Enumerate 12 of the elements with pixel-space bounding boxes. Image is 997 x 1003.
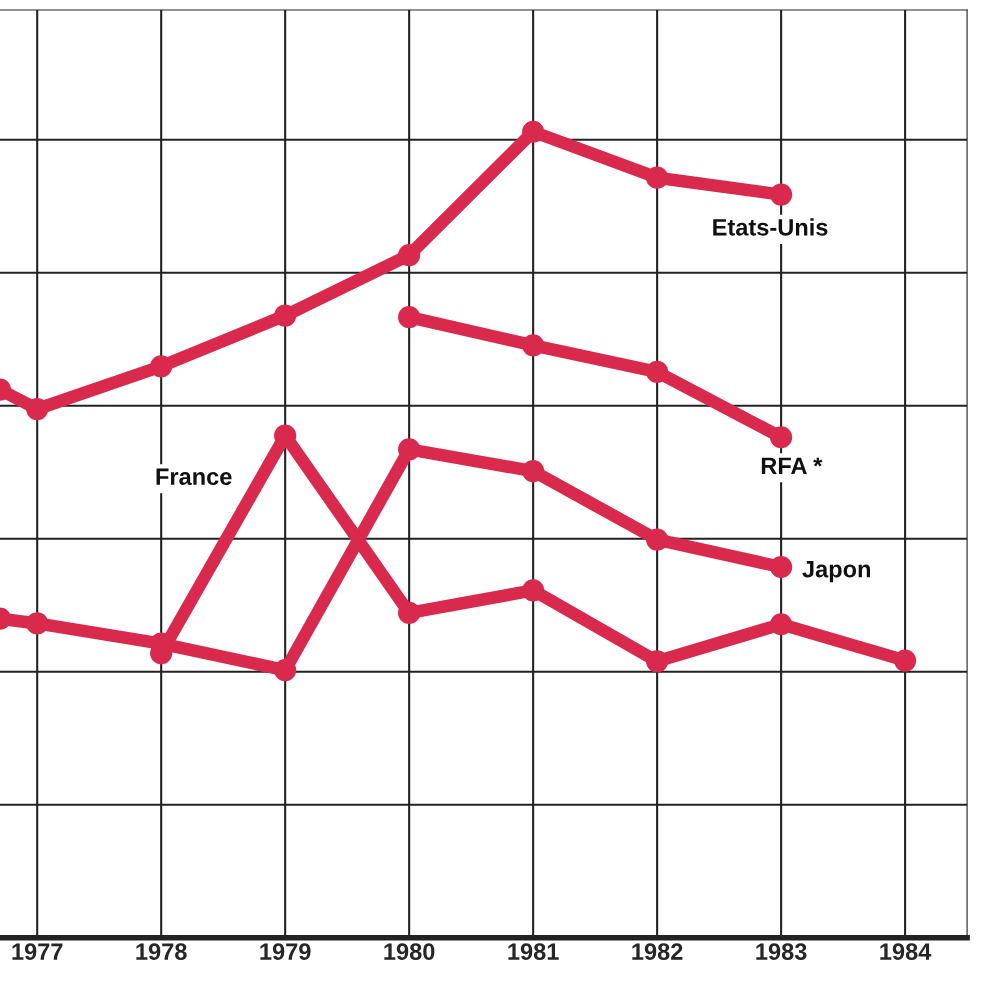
x-tick-label: 1984 xyxy=(880,943,932,961)
series-label: RFA * xyxy=(761,457,823,474)
series-label: Etats-Unis xyxy=(713,218,828,236)
series-label: France xyxy=(156,468,232,486)
x-tick-label: 1977 xyxy=(12,943,63,961)
x-tick-label: 1980 xyxy=(384,943,435,961)
x-tick-label: 1979 xyxy=(260,943,311,961)
series-label: Japon xyxy=(802,561,871,583)
x-tick-label: 1978 xyxy=(136,943,187,961)
x-tick-label: 1982 xyxy=(632,943,683,961)
x-tick-label: 1981 xyxy=(508,943,559,961)
x-tick-label: 1983 xyxy=(756,943,807,961)
